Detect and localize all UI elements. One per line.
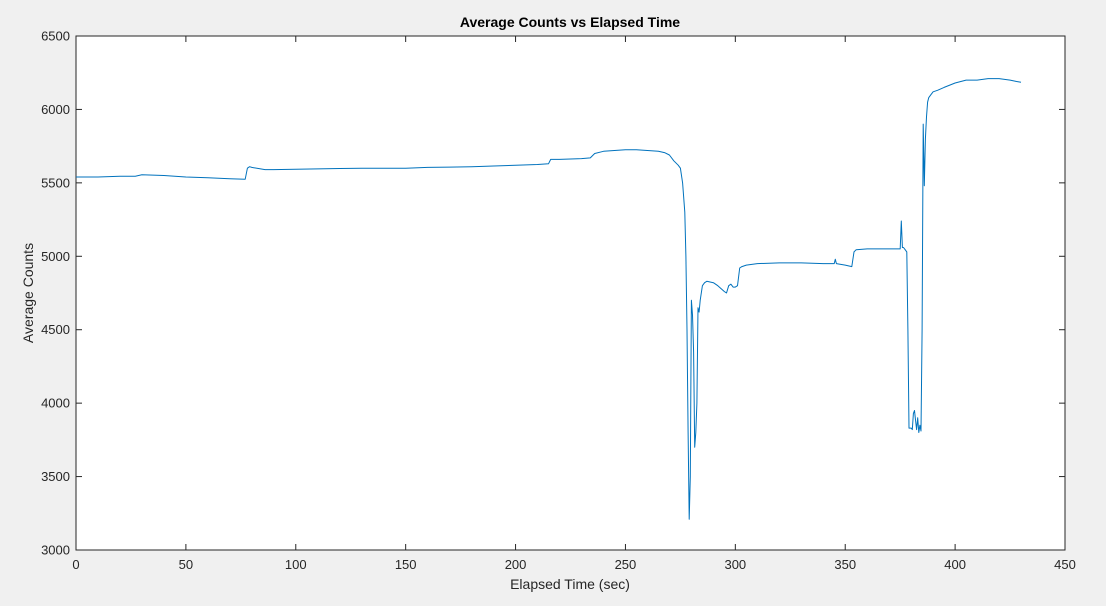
y-tick-label: 6500 [41, 29, 70, 44]
x-tick-label: 350 [834, 557, 856, 572]
series-line [76, 78, 1022, 520]
x-tick-label: 200 [505, 557, 527, 572]
y-tick-label: 4000 [41, 396, 70, 411]
x-tick-label: 100 [285, 557, 307, 572]
y-tick-label: 3500 [41, 469, 70, 484]
x-tick-label: 300 [724, 557, 746, 572]
data-series-layer [76, 78, 1022, 520]
chart-title: Average Counts vs Elapsed Time [460, 14, 680, 30]
x-tick-label: 250 [615, 557, 637, 572]
x-tick-label: 150 [395, 557, 417, 572]
y-tick-label: 5000 [41, 249, 70, 264]
y-tick-label: 5500 [41, 175, 70, 190]
x-tick-label: 0 [72, 557, 79, 572]
x-tick-label: 450 [1054, 557, 1076, 572]
plot-area [75, 35, 1066, 551]
y-tick-label: 6000 [41, 102, 70, 117]
axis-ticks: 0 50 100 150 200 250 300 350 400 450 3000 3500 4000 4… [41, 29, 1076, 573]
y-tick-label: 3000 [41, 543, 70, 558]
x-tick-label: 400 [944, 557, 966, 572]
x-tick-label: 50 [179, 557, 193, 572]
y-tick-label: 4500 [41, 322, 70, 337]
y-axis-label: Average Counts [20, 243, 36, 343]
x-axis-label: Elapsed Time (sec) [510, 576, 630, 592]
